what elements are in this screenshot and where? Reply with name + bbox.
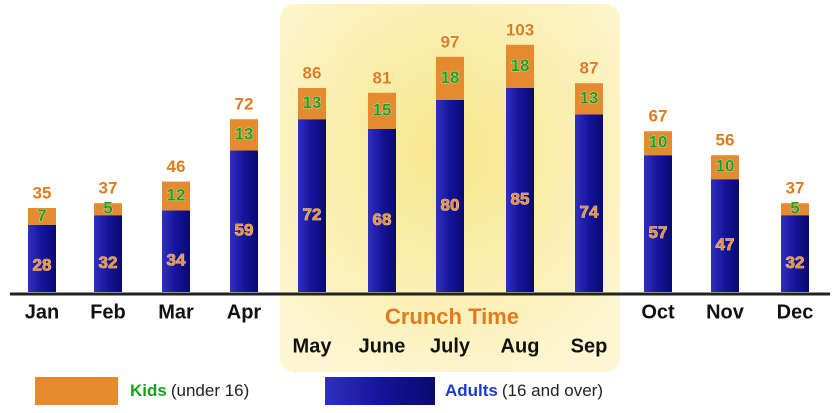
total-label: 67 (649, 107, 668, 126)
x-tick-label: May (293, 335, 333, 357)
total-label: 103 (506, 20, 534, 39)
value-label: 13 (235, 124, 254, 143)
value-label: 57 (649, 223, 668, 242)
value-label: 80 (441, 195, 460, 214)
x-tick-label: Feb (90, 301, 126, 323)
x-tick-label: Mar (158, 301, 194, 323)
value-label: 74 (580, 203, 599, 222)
x-tick-label: July (430, 335, 471, 357)
legend-swatch (325, 377, 435, 405)
value-label: 12 (167, 185, 186, 204)
total-label: 72 (235, 95, 254, 114)
x-tick-label: Jan (25, 301, 59, 323)
value-label: 13 (303, 93, 322, 112)
value-label: 7 (37, 206, 46, 225)
x-tick-label: Oct (641, 301, 675, 323)
value-label: 59 (235, 221, 254, 240)
total-label: 37 (99, 179, 118, 198)
x-tick-label: June (359, 335, 406, 357)
value-label: 68 (373, 210, 392, 229)
value-label: 32 (786, 253, 805, 272)
total-label: 35 (33, 183, 52, 202)
legend: Kids(under 16) Adults(16 and over) (35, 377, 603, 405)
value-label: 85 (511, 189, 530, 208)
legend-entry: Kids(under 16) (130, 381, 249, 400)
total-label: 86 (303, 63, 322, 82)
x-tick-label: Nov (706, 301, 745, 323)
chart: Crunch Time Kids(under 16) Adults(16 and… (0, 0, 837, 413)
value-label: 5 (790, 199, 799, 218)
value-label: 18 (441, 68, 460, 87)
value-label: 28 (33, 255, 52, 274)
value-label: 18 (511, 56, 530, 75)
total-label: 97 (441, 32, 460, 51)
legend-swatch (35, 377, 118, 405)
annotation: Crunch Time (385, 304, 519, 329)
total-label: 46 (167, 157, 186, 176)
value-label: 34 (167, 251, 186, 270)
x-tick-label: Dec (777, 301, 814, 323)
value-label: 32 (99, 253, 118, 272)
total-label: 37 (786, 179, 805, 198)
value-label: 47 (716, 235, 735, 254)
value-label: 15 (373, 100, 392, 119)
x-tick-label: Sep (571, 335, 608, 357)
total-label: 81 (373, 68, 392, 87)
x-tick-label: Aug (501, 335, 540, 357)
value-label: 10 (649, 133, 668, 152)
x-tick-label: Apr (227, 301, 262, 323)
total-label: 87 (580, 59, 599, 78)
total-label: 56 (716, 131, 735, 150)
value-label: 5 (103, 199, 112, 218)
value-label: 13 (580, 88, 599, 107)
value-label: 72 (303, 205, 322, 224)
value-label: 10 (716, 157, 735, 176)
legend-entry: Adults(16 and over) (445, 381, 603, 400)
